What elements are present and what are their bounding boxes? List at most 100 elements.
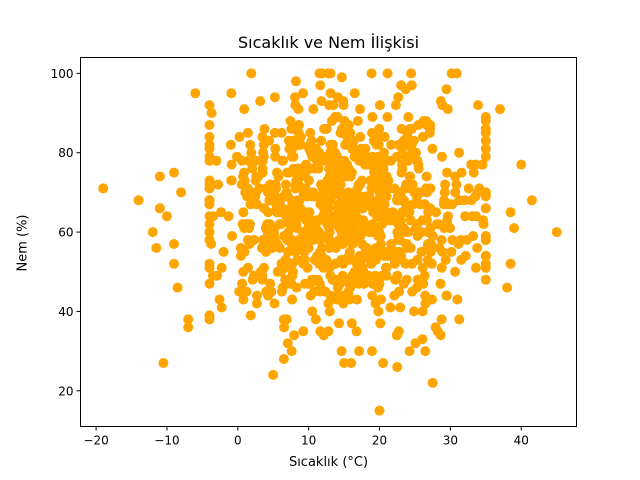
data-point: [336, 346, 347, 357]
data-point: [283, 246, 293, 257]
data-point: [451, 179, 462, 190]
data-point: [213, 179, 224, 190]
data-point: [450, 266, 461, 277]
data-point: [393, 211, 403, 222]
data-point: [439, 187, 450, 198]
data-point: [309, 254, 320, 265]
x-tick-label: 30: [443, 434, 458, 448]
data-point: [287, 294, 298, 305]
data-point: [374, 123, 385, 134]
data-point: [375, 294, 386, 305]
data-point: [386, 239, 397, 249]
data-point: [204, 278, 215, 289]
data-point: [367, 290, 378, 301]
data-point: [204, 219, 215, 230]
data-point: [216, 207, 226, 218]
data-point: [442, 215, 453, 226]
data-point: [480, 143, 491, 154]
data-point: [327, 139, 338, 150]
data-point: [375, 318, 386, 329]
data-point: [374, 405, 385, 416]
data-point: [176, 187, 187, 198]
data-point: [421, 171, 432, 182]
data-point: [334, 199, 344, 210]
data-point: [390, 100, 401, 111]
data-point: [505, 258, 516, 269]
data-point: [316, 96, 327, 107]
data-point: [237, 155, 248, 166]
data-point: [169, 258, 179, 269]
data-point: [309, 191, 320, 202]
y-tick-label: 20: [58, 384, 73, 398]
data-point: [441, 84, 452, 95]
data-point: [380, 155, 390, 166]
data-point: [397, 143, 408, 154]
data-point: [265, 278, 276, 289]
data-point: [370, 254, 381, 265]
data-point: [382, 68, 393, 79]
data-point: [442, 167, 452, 178]
data-point: [314, 68, 325, 79]
data-point: [355, 131, 366, 142]
data-point: [471, 262, 481, 273]
data-point: [204, 199, 215, 210]
data-point: [158, 358, 169, 368]
data-point: [218, 246, 229, 257]
data-point: [459, 195, 470, 206]
data-point: [207, 270, 218, 281]
data-point: [366, 68, 377, 79]
data-point: [294, 171, 305, 182]
data-point: [315, 80, 326, 91]
data-point: [391, 195, 402, 206]
data-point: [460, 250, 471, 261]
data-point: [280, 274, 291, 285]
data-point: [406, 68, 417, 79]
data-point: [278, 354, 289, 364]
data-point: [384, 211, 395, 222]
data-point: [406, 147, 417, 158]
data-point: [293, 120, 304, 130]
data-point: [238, 171, 249, 182]
data-point: [300, 227, 311, 238]
data-point: [389, 290, 400, 301]
data-point: [377, 270, 388, 281]
data-point: [404, 346, 415, 357]
data-point: [252, 290, 262, 301]
data-point: [324, 306, 335, 317]
data-point: [393, 92, 404, 103]
data-point: [349, 227, 360, 238]
data-point: [480, 231, 491, 241]
data-point: [375, 231, 386, 241]
data-point: [277, 155, 288, 166]
data-point: [298, 187, 309, 198]
data-point: [216, 262, 227, 273]
data-point: [373, 139, 384, 150]
data-point: [392, 270, 403, 281]
data-point: [276, 127, 287, 138]
data-point: [379, 147, 389, 158]
data-point: [281, 187, 292, 198]
data-point: [379, 131, 390, 142]
data-point: [262, 231, 273, 241]
data-point: [505, 207, 516, 218]
data-point: [365, 175, 376, 186]
data-point: [242, 191, 253, 202]
y-tick-label: 100: [51, 67, 74, 81]
data-point: [332, 282, 343, 293]
data-point: [412, 155, 423, 166]
data-point: [204, 211, 215, 222]
data-point: [269, 92, 280, 103]
y-tick-label: 80: [58, 146, 73, 160]
data-point: [326, 147, 337, 158]
data-point: [373, 246, 384, 257]
data-point: [244, 239, 255, 249]
data-point: [325, 290, 336, 301]
data-point: [480, 262, 491, 273]
data-point: [354, 346, 365, 357]
data-point: [238, 266, 249, 277]
data-point: [255, 96, 266, 107]
data-point: [320, 191, 331, 202]
data-point: [413, 120, 424, 130]
data-point: [373, 175, 384, 186]
